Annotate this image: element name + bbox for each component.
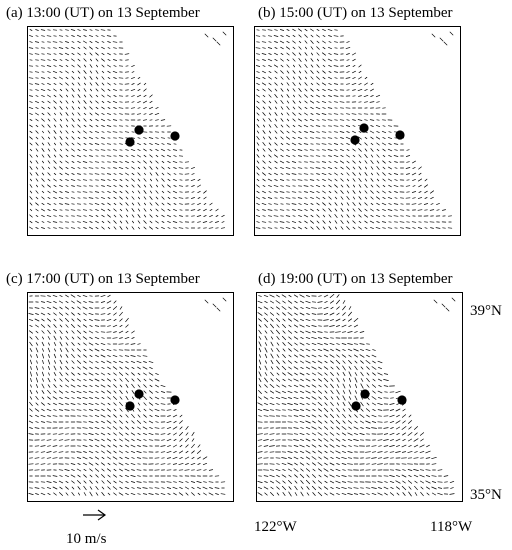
panel-title: (b) 15:00 (UT) on 13 September [258,5,453,21]
station-dot [170,395,180,405]
panel-title: (d) 19:00 (UT) on 13 September [258,271,453,287]
vector-field [28,294,227,497]
panel-b: (b) 15:00 (UT) on 13 September [254,0,512,250]
station-dot [395,130,405,140]
lat-label-south: 35°N [470,487,502,503]
wind-vector-map [27,292,234,502]
station-dot [397,395,407,405]
panel-title: (a) 13:00 (UT) on 13 September [6,5,200,21]
map-frame [254,26,461,236]
lat-label-north: 39°N [470,303,502,319]
wind-vector-map [254,26,461,236]
vector-field [255,28,454,230]
map-frame [256,292,463,502]
vector-field [28,29,227,230]
station-dot [351,401,361,411]
panel-title: (c) 17:00 (UT) on 13 September [6,271,200,287]
station-dot [134,125,144,135]
reference-arrow-icon [83,509,107,521]
station-dot [350,135,360,145]
vector-field [257,294,456,497]
station-dot [125,137,135,147]
station-dot [359,123,369,133]
map-frame [27,292,234,502]
station-dot [170,131,180,141]
map-frame [27,26,234,236]
panel-c: (c) 17:00 (UT) on 13 September [0,268,256,508]
station-dot [134,389,144,399]
station-dot [125,401,135,411]
lon-label-west: 122°W [254,519,297,535]
wind-vector-map [256,292,463,502]
panel-d: (d) 19:00 (UT) on 13 September [256,268,512,508]
lon-label-east: 118°W [430,519,473,535]
station-dot [360,389,370,399]
wind-vector-map [27,26,234,236]
scale-label: 10 m/s [66,531,107,547]
panel-a: (a) 13:00 (UT) on 13 September [0,0,256,250]
